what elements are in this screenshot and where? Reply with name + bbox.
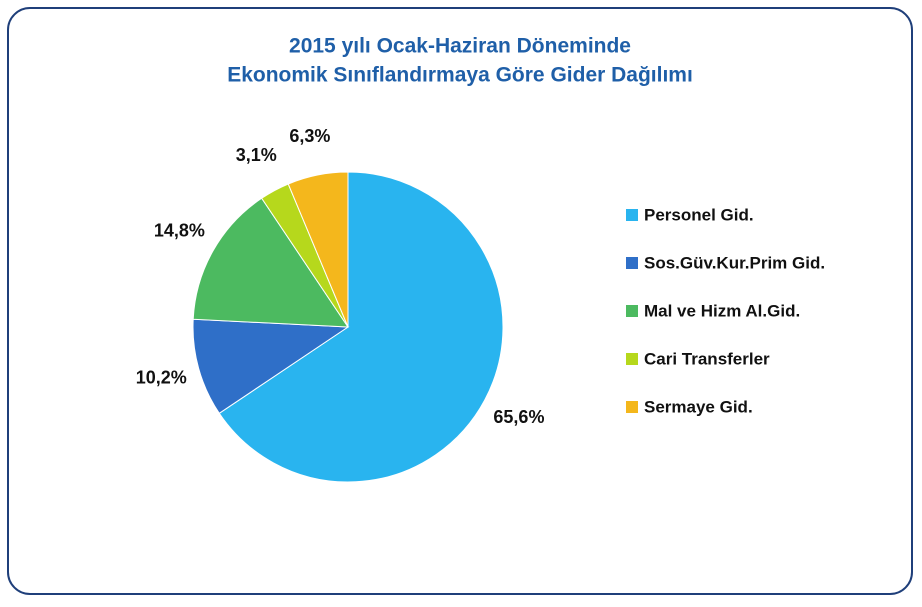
legend-swatch — [626, 209, 638, 221]
legend-label: Personel Gid. — [644, 205, 754, 224]
chart-title: 2015 yılı Ocak-Haziran Döneminde — [289, 35, 631, 58]
legend-label: Sos.Güv.Kur.Prim Gid. — [644, 253, 825, 272]
legend-swatch — [626, 257, 638, 269]
legend-swatch — [626, 305, 638, 317]
legend-label: Sermaye Gid. — [644, 397, 753, 416]
legend-swatch — [626, 353, 638, 365]
data-label: 6,3% — [289, 126, 330, 146]
pie-slice — [192, 197, 349, 328]
legend-label: Mal ve Hizm Al.Gid. — [644, 301, 800, 320]
data-label: 3,1% — [236, 145, 277, 165]
data-label: 14,8% — [154, 220, 205, 240]
legend-label: Cari Transferler — [644, 349, 770, 368]
data-label: 65,6% — [493, 407, 544, 427]
chart-title: Ekonomik Sınıflandırmaya Göre Gider Dağı… — [227, 64, 693, 87]
pie-slice — [192, 318, 350, 415]
legend-swatch — [626, 401, 638, 413]
data-label: 10,2% — [136, 367, 187, 387]
pie-slice — [287, 171, 349, 328]
pie-slice — [218, 171, 504, 483]
